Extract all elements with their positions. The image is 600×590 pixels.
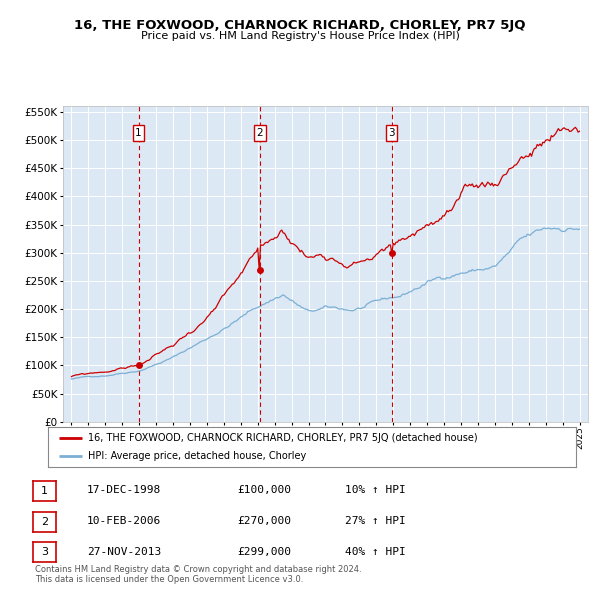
- Text: £100,000: £100,000: [237, 486, 291, 495]
- Text: 3: 3: [41, 548, 48, 557]
- Text: 27% ↑ HPI: 27% ↑ HPI: [345, 516, 406, 526]
- Text: 16, THE FOXWOOD, CHARNOCK RICHARD, CHORLEY, PR7 5JQ: 16, THE FOXWOOD, CHARNOCK RICHARD, CHORL…: [74, 19, 526, 32]
- Text: This data is licensed under the Open Government Licence v3.0.: This data is licensed under the Open Gov…: [35, 575, 303, 584]
- Text: 2: 2: [256, 128, 263, 138]
- Text: Price paid vs. HM Land Registry's House Price Index (HPI): Price paid vs. HM Land Registry's House …: [140, 31, 460, 41]
- Text: 17-DEC-1998: 17-DEC-1998: [87, 486, 161, 495]
- Text: 10-FEB-2006: 10-FEB-2006: [87, 516, 161, 526]
- Text: £270,000: £270,000: [237, 516, 291, 526]
- Text: 16, THE FOXWOOD, CHARNOCK RICHARD, CHORLEY, PR7 5JQ (detached house): 16, THE FOXWOOD, CHARNOCK RICHARD, CHORL…: [88, 433, 477, 443]
- Text: 3: 3: [388, 128, 395, 138]
- Text: 10% ↑ HPI: 10% ↑ HPI: [345, 486, 406, 495]
- Text: £299,000: £299,000: [237, 547, 291, 556]
- Text: HPI: Average price, detached house, Chorley: HPI: Average price, detached house, Chor…: [88, 451, 306, 461]
- Text: 2: 2: [41, 517, 48, 526]
- Text: 1: 1: [135, 128, 142, 138]
- Text: 40% ↑ HPI: 40% ↑ HPI: [345, 547, 406, 556]
- Text: Contains HM Land Registry data © Crown copyright and database right 2024.: Contains HM Land Registry data © Crown c…: [35, 565, 361, 574]
- Text: 1: 1: [41, 486, 48, 496]
- Text: 27-NOV-2013: 27-NOV-2013: [87, 547, 161, 556]
